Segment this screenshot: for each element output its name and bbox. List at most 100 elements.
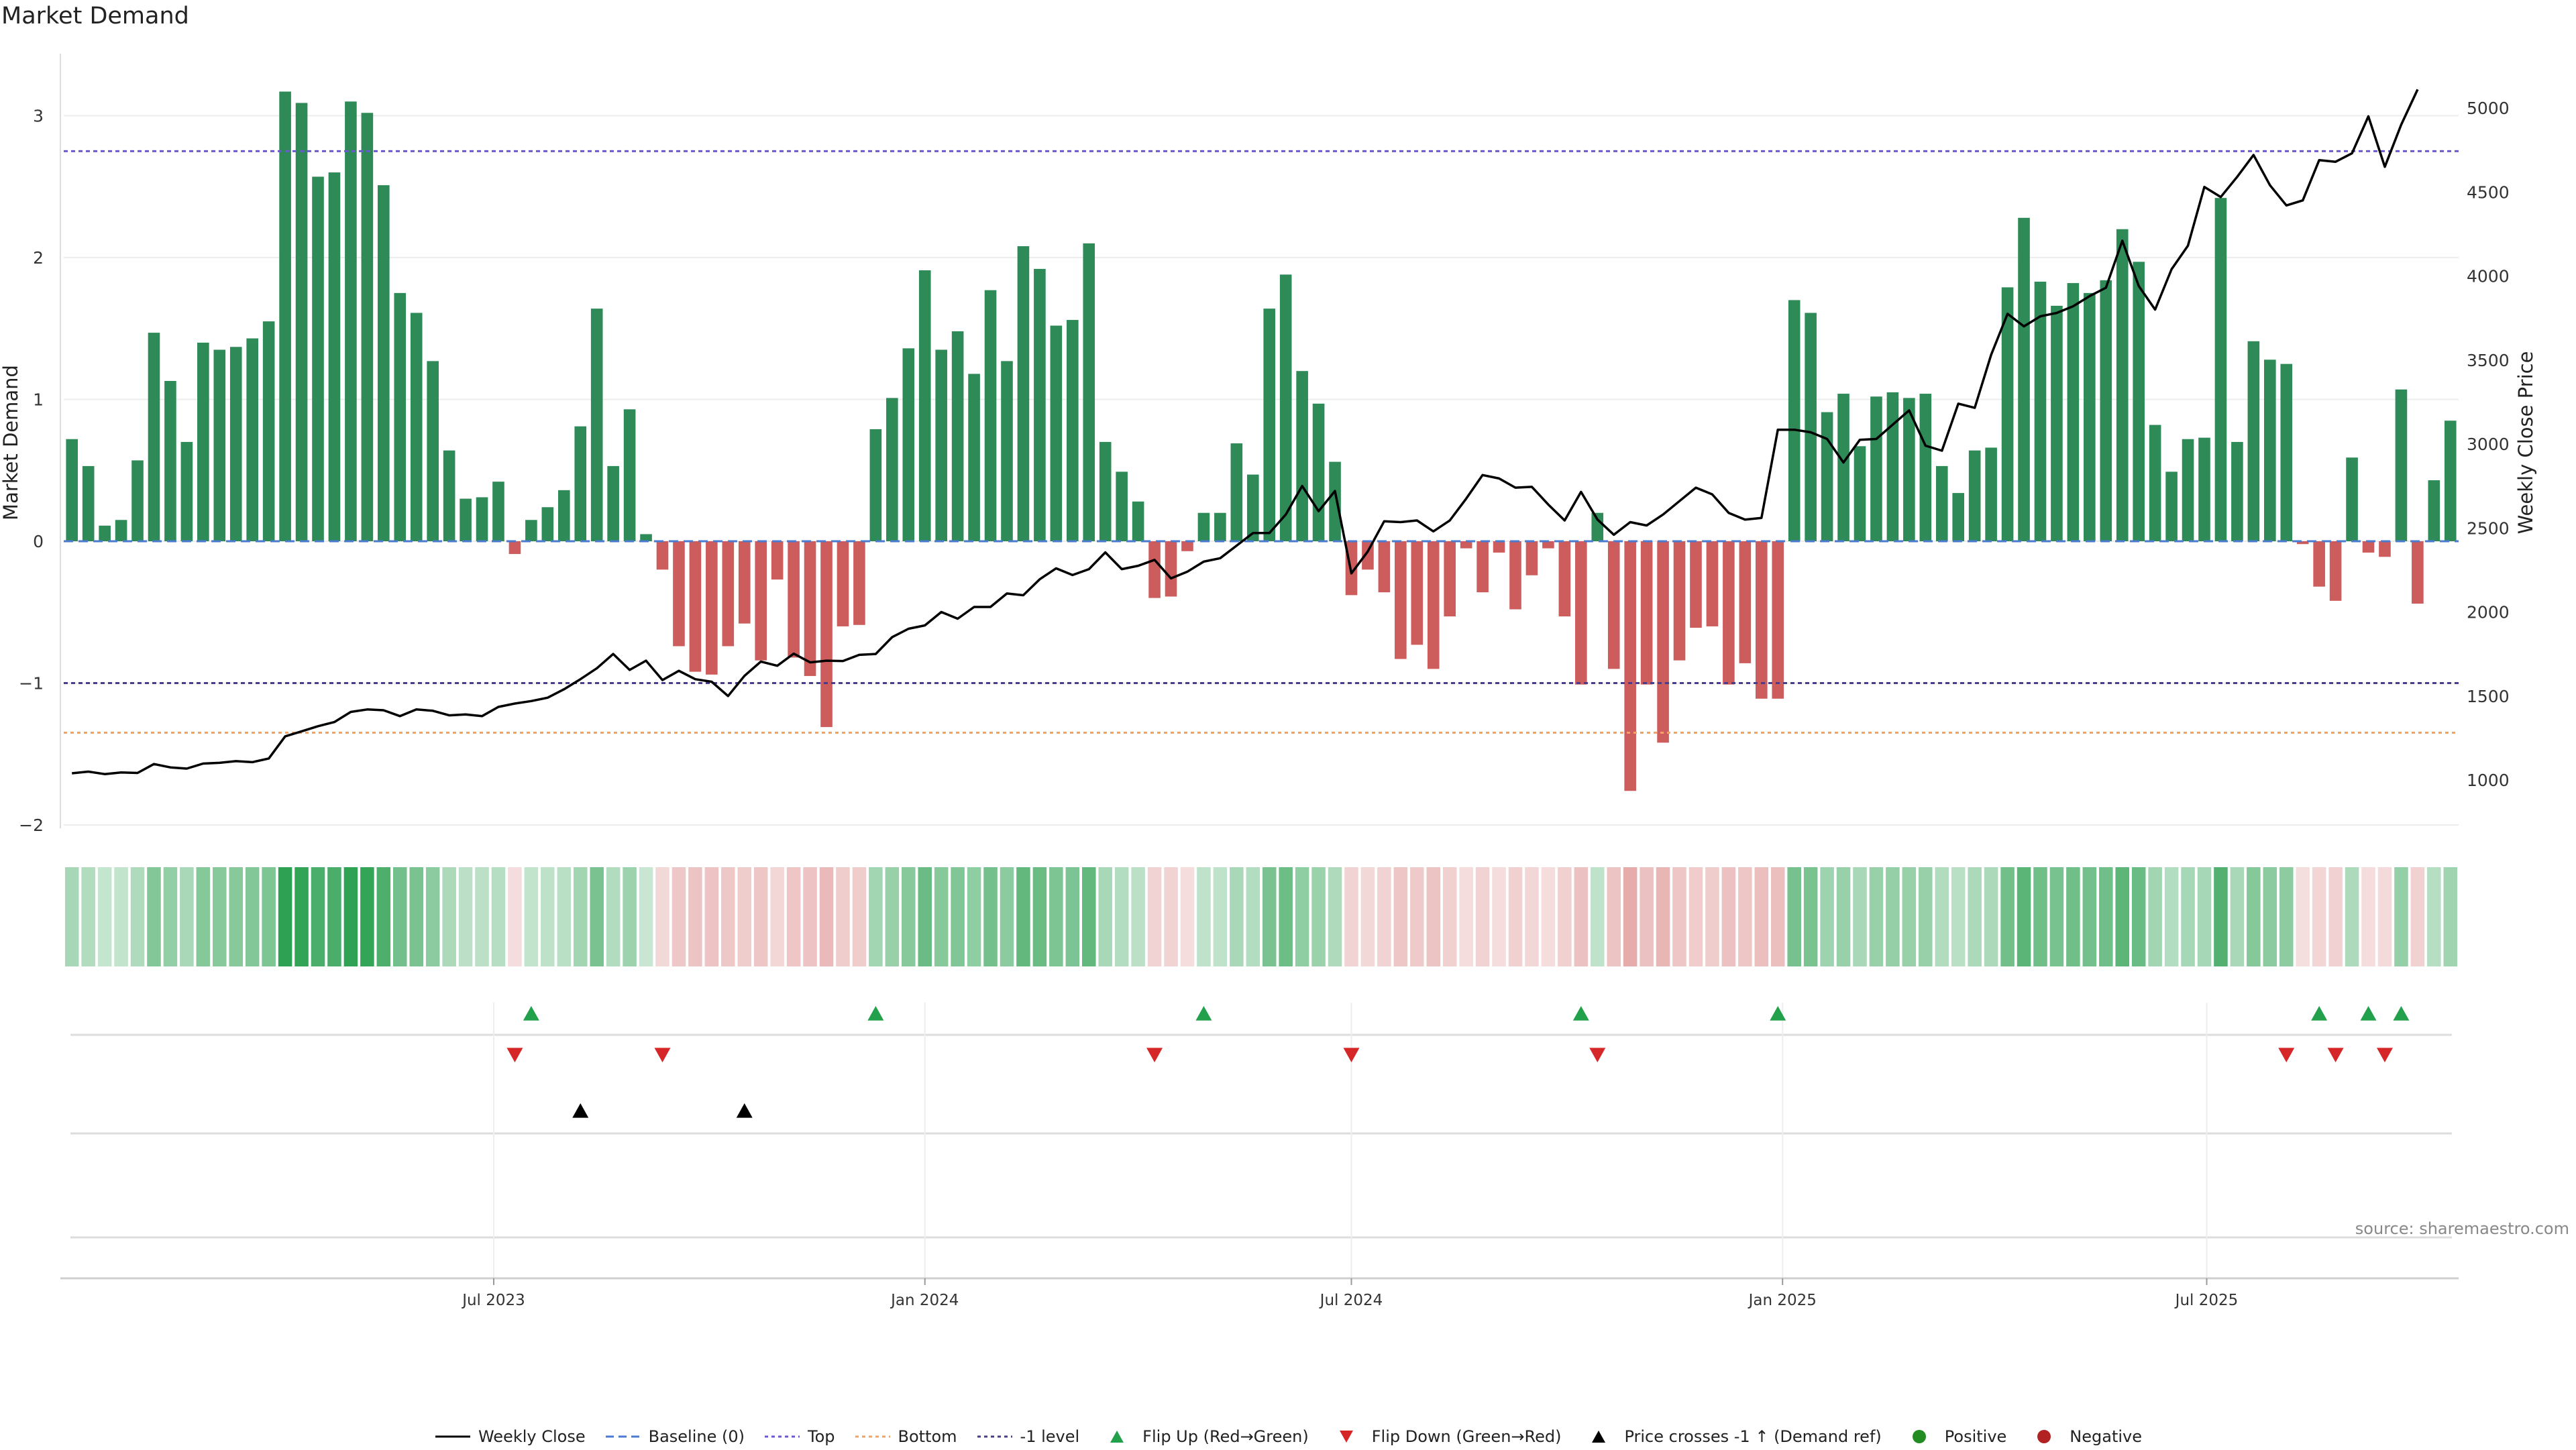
heat-cell (1607, 867, 1621, 966)
legend-item-flip_down: Flip Down (Green→Red) (1328, 1427, 1561, 1446)
y2-tick-label: 5000 (2467, 99, 2510, 118)
heat-cell (1328, 867, 1342, 966)
flip-up-marker (1195, 1006, 1212, 1021)
demand-bar (1525, 541, 1538, 575)
demand-bar (2018, 217, 2030, 541)
heat-cell (130, 867, 145, 966)
x-tick-label: Jul 2023 (461, 1292, 525, 1309)
heat-cell (262, 867, 276, 966)
demand-bar (771, 541, 784, 580)
heat-cell (721, 867, 735, 966)
demand-bar (1050, 325, 1063, 541)
demand-bar (1395, 541, 1407, 659)
demand-bar (99, 525, 111, 541)
heat-cell (2148, 867, 2162, 966)
x-tick-label: Jul 2024 (1319, 1292, 1383, 1309)
demand-bar (1279, 274, 1292, 541)
demand-bar (1886, 392, 1899, 541)
demand-bar (590, 309, 603, 541)
heat-cell (409, 867, 423, 966)
flip-up-marker (523, 1006, 539, 1021)
legend-symbol-weekly_close (435, 1435, 470, 1438)
demand-bar (2165, 471, 2178, 541)
heat-cell (1114, 867, 1129, 966)
heat-cell (1197, 867, 1211, 966)
demand-bar (623, 409, 636, 541)
demand-bar (918, 270, 931, 541)
demand-bar (541, 507, 554, 541)
demand-bar (1755, 541, 1768, 699)
demand-bar (66, 439, 78, 541)
heat-cell (2049, 867, 2064, 966)
demand-bar (656, 541, 669, 570)
demand-bar (2247, 341, 2260, 541)
heat-cell (1869, 867, 1884, 966)
heat-cell (2410, 867, 2425, 966)
heat-cell (294, 867, 309, 966)
heat-cell (1410, 867, 1424, 966)
demand-bar (1312, 403, 1325, 541)
demand-bar (1493, 541, 1505, 553)
heat-cell (2214, 867, 2228, 966)
heat-cell (97, 867, 112, 966)
demand-bar (1624, 541, 1636, 791)
heat-cell (2066, 867, 2080, 966)
chart-legend: Weekly Close Baseline (0) Top Bottom -1 leve… (0, 1423, 2576, 1450)
demand-bar (1854, 446, 1866, 541)
demand-bar (1558, 541, 1571, 617)
heat-cell (1541, 867, 1556, 966)
demand-bar (2231, 441, 2243, 541)
heat-cell (147, 867, 161, 966)
heat-cell (1393, 867, 1408, 966)
demand-bar (1935, 465, 1948, 541)
y-tick-label: 2 (33, 248, 44, 268)
demand-bar (1952, 493, 1965, 541)
y-tick-label: 3 (33, 107, 44, 126)
demand-bar (460, 498, 472, 541)
demand-bar (2379, 541, 2391, 557)
y2-tick-label: 3000 (2467, 435, 2510, 454)
flip-down-marker (2376, 1048, 2393, 1062)
heat-cell (1344, 867, 1358, 966)
heat-cell (1311, 867, 1326, 966)
heat-cell (278, 867, 292, 966)
flip-up-marker (2393, 1006, 2410, 1021)
legend-label: Weekly Close (478, 1427, 586, 1446)
heat-cell (902, 867, 916, 966)
legend-item-weekly_close: Weekly Close (434, 1427, 586, 1446)
demand-bar (82, 465, 95, 541)
demand-bar (1197, 512, 1210, 541)
legend-item-negative: Negative (2025, 1427, 2142, 1446)
demand-bar (164, 381, 176, 541)
weekly-close-line (72, 89, 2419, 775)
demand-bar (984, 290, 997, 541)
demand-bar (1919, 394, 1932, 541)
y2-tick-label: 1500 (2467, 687, 2510, 706)
demand-bar (1509, 541, 1521, 610)
demand-bar (1673, 541, 1686, 661)
heat-cell (1558, 867, 1572, 966)
time-axis: Jul 2023 Jan 2024 Jul 2024 Jan 2025 Jul 2025 (60, 1277, 2459, 1309)
legend-item-flip_up: Flip Up (Red→Green) (1098, 1427, 1309, 1446)
demand-bar (1870, 396, 1882, 541)
demand-bar (427, 361, 439, 541)
legend-symbol-flip_down (1339, 1431, 1353, 1443)
demand-bar (2362, 541, 2375, 553)
heat-cell (786, 867, 801, 966)
demand-bar (2051, 305, 2063, 541)
heat-cell (1803, 867, 1818, 966)
demand-bar (706, 541, 718, 675)
demand-bar (1230, 443, 1243, 541)
heat-cell (1246, 867, 1260, 966)
heat-cell (951, 867, 965, 966)
demand-bar (1444, 541, 1456, 617)
demand-bar (2428, 480, 2440, 541)
price-cross-marker (572, 1103, 589, 1118)
demand-bar (378, 185, 390, 541)
legend-symbol-bottom (855, 1435, 890, 1438)
demand-bar (2149, 425, 2161, 541)
heat-cell (1164, 867, 1178, 966)
demand-bar (689, 541, 702, 672)
heat-cell (573, 867, 588, 966)
heat-cell (852, 867, 867, 966)
